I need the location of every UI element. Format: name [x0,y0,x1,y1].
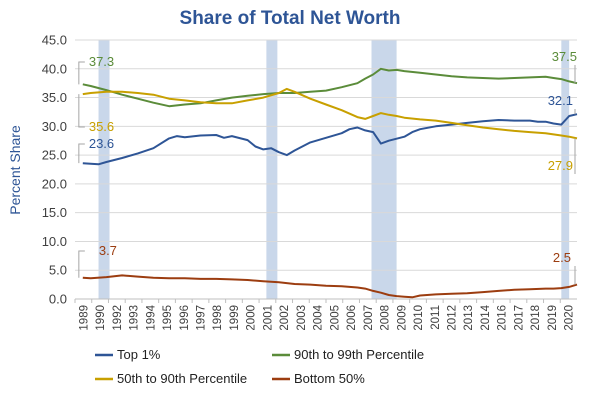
y-axis-ticks: 0.0 5.0 10.0 15.0 20.0 25.0 30.0 35.0 40.0 45.0 [42,33,67,307]
x-tick-label: 2020 [564,305,576,331]
x-tick-label: 1993 [129,305,141,331]
annotation-leader [78,94,85,128]
x-tick-label: 2019 [547,305,559,331]
recession-band [98,40,110,299]
x-tick-label: 2018 [530,305,542,331]
x-tick-label: 2003 [296,305,308,331]
x-tick-label: 1989 [78,305,90,331]
x-tick-label: 1990 [95,305,107,331]
y-axis-label: Percent Share [7,125,23,215]
data-annotation: 23.6 [89,136,114,151]
x-tick-label: 2017 [513,305,525,331]
data-annotation: 37.3 [89,54,114,69]
y-tick-label: 10.0 [42,234,67,249]
series-line-top-1 [82,113,578,166]
data-annotation: 3.7 [99,243,117,258]
data-annotation: 32.1 [548,93,573,108]
y-tick-label: 0.0 [49,292,67,307]
annotation-leader [78,143,85,164]
x-tick-label: 2006 [346,305,358,331]
recession-bands [98,40,570,299]
x-tick-label: 2005 [329,305,341,331]
x-tick-label: 1998 [212,305,224,331]
x-axis-ticks: 1989 1990 1992 1993 1994 1995 1996 1997 1998 1999… [74,299,576,331]
chart-title: Share of Total Net Worth [180,8,401,29]
x-tick-label: 1996 [179,305,191,331]
y-tick-label: 45.0 [42,33,67,48]
x-tick-label: 2014 [480,304,492,330]
y-tick-label: 15.0 [42,205,67,220]
data-annotation: 35.6 [89,119,114,134]
x-tick-label: 1997 [196,305,208,331]
legend-entry: Bottom 50% [294,371,365,386]
x-tick-label: 2008 [380,305,392,331]
x-tick-label: 2012 [447,305,459,331]
x-tick-label: 1994 [145,304,157,330]
legend-entry: Top 1% [117,347,161,362]
annotation-leader [78,250,85,278]
recession-band [266,40,278,299]
x-tick-label: 2009 [396,305,408,331]
legend-entry: 90th to 99th Percentile [294,347,424,362]
y-tick-label: 35.0 [42,90,67,105]
data-annotation: 2.5 [553,250,571,265]
data-annotations: 37.3 35.6 23.6 3.7 37.5 32.1 27.9 2.5 [89,49,577,265]
x-tick-label: 1999 [229,305,241,331]
series-line-bottom-50 [82,274,578,299]
data-annotation: 27.9 [548,158,573,173]
x-tick-label: 2007 [363,305,375,331]
y-tick-label: 20.0 [42,176,67,191]
legend: Top 1% 90th to 99th Percentile 50th to 90t… [95,347,424,386]
annotation-leaders [78,61,576,285]
x-tick-label: 2010 [413,305,425,331]
x-tick-label: 2016 [497,305,509,331]
x-tick-label: 2002 [279,305,291,331]
y-tick-label: 30.0 [42,119,67,134]
data-annotation: 37.5 [552,49,577,64]
x-tick-label: 2013 [463,305,475,331]
series-line-50-90 [82,87,578,140]
x-tick-label: 1995 [162,305,174,331]
x-tick-label: 1992 [112,305,124,331]
recession-band [561,40,570,299]
x-tick-label: 2000 [246,305,258,331]
recession-band [371,40,397,299]
annotation-leader [78,61,85,85]
x-tick-label: 2001 [262,305,274,331]
series-line-90-99 [82,67,578,108]
x-tick-label: 2004 [313,304,325,330]
series-lines [82,67,578,299]
legend-entry: 50th to 90th Percentile [117,371,247,386]
y-tick-label: 5.0 [49,263,67,278]
y-tick-label: 40.0 [42,61,67,76]
x-tick-label: 2011 [430,305,442,330]
y-tick-label: 25.0 [42,148,67,163]
